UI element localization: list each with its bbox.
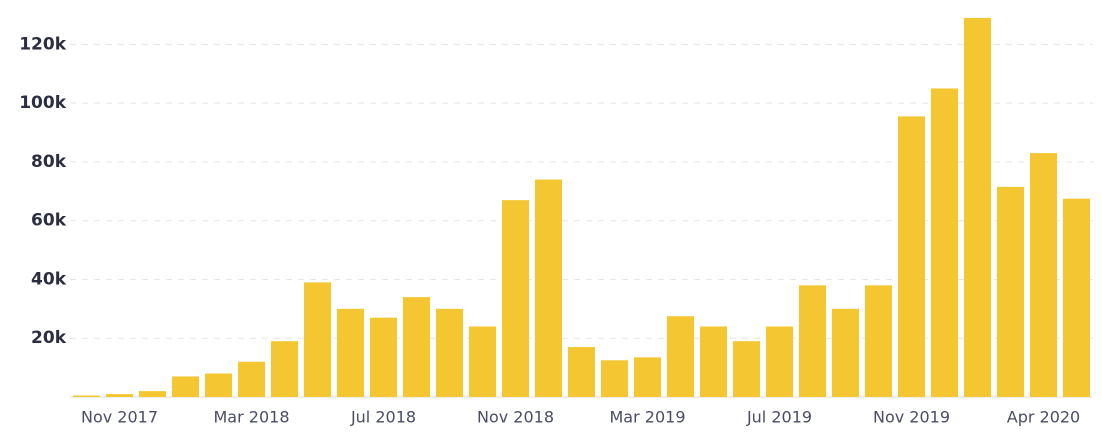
bar xyxy=(105,394,134,397)
bar xyxy=(534,179,563,397)
bar xyxy=(270,341,299,397)
bar xyxy=(402,297,431,397)
y-tick-label: 60k xyxy=(31,211,67,231)
x-tick-label: Mar 2018 xyxy=(214,408,290,427)
bar xyxy=(204,373,233,397)
bar xyxy=(831,308,860,397)
bar xyxy=(996,186,1025,397)
y-tick-label: 40k xyxy=(31,269,67,289)
bar xyxy=(567,347,596,397)
bar xyxy=(732,341,761,397)
y-tick-label: 100k xyxy=(19,93,66,113)
y-tick-label: 80k xyxy=(31,152,67,172)
y-tick-label: 120k xyxy=(19,34,66,54)
bar xyxy=(864,285,893,397)
bar xyxy=(600,360,629,397)
x-tick-label: Nov 2017 xyxy=(81,408,158,427)
x-tick-label: Jul 2019 xyxy=(746,408,812,427)
bar xyxy=(963,17,992,397)
bar xyxy=(468,326,497,397)
y-tick-label: 20k xyxy=(31,328,67,348)
bar xyxy=(633,357,662,397)
bar xyxy=(798,285,827,397)
bar xyxy=(72,395,101,397)
bar xyxy=(1029,153,1058,397)
x-tick-label: Apr 2020 xyxy=(1007,408,1080,427)
bar xyxy=(765,326,794,397)
bar xyxy=(138,391,167,397)
x-tick-label: Mar 2019 xyxy=(610,408,686,427)
bar xyxy=(435,308,464,397)
bar xyxy=(930,88,959,397)
x-tick-label: Jul 2018 xyxy=(350,408,416,427)
bar xyxy=(336,308,365,397)
bar xyxy=(369,317,398,397)
bar xyxy=(1062,198,1091,397)
bar xyxy=(699,326,728,397)
x-tick-label: Nov 2019 xyxy=(873,408,950,427)
bar xyxy=(897,116,926,397)
x-tick-label: Nov 2018 xyxy=(477,408,554,427)
bar xyxy=(666,316,695,397)
bar xyxy=(303,282,332,397)
bar xyxy=(501,200,530,397)
bar xyxy=(171,376,200,397)
bar xyxy=(237,361,266,397)
